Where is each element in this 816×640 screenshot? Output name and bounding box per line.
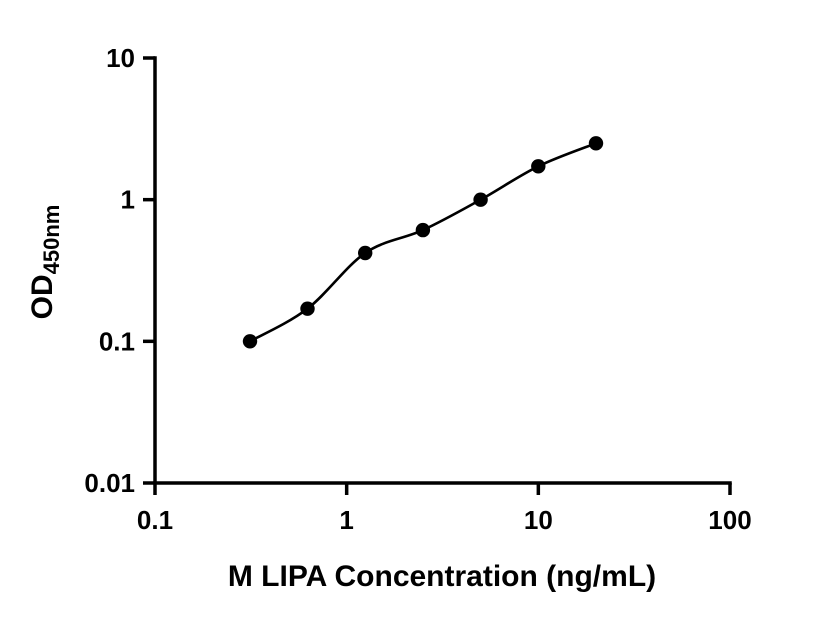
x-tick-label: 0.1 [137,505,173,535]
data-point [300,301,315,316]
y-tick-label: 10 [106,43,135,73]
x-tick-label: 10 [524,505,553,535]
x-tick-label: 100 [708,505,751,535]
y-axis-title-text: OD [26,274,59,319]
data-point [588,136,604,151]
svg-text:OD450nm: OD450nm [26,205,64,320]
y-tick-label: 0.1 [99,326,135,356]
x-tick-label: 1 [339,505,353,535]
data-point [531,159,546,174]
x-axis-title: M LIPA Concentration (ng/mL) [228,560,656,593]
y-axis-title-subscript: 450nm [39,205,64,275]
y-tick-label: 0.01 [84,468,135,498]
data-point [473,192,488,207]
y-axis-title: OD450nm [26,205,64,320]
series-layer [242,136,604,349]
y-tick-label: 1 [121,185,135,215]
data-point [415,222,431,238]
data-point [358,245,373,261]
data-point [242,334,258,349]
